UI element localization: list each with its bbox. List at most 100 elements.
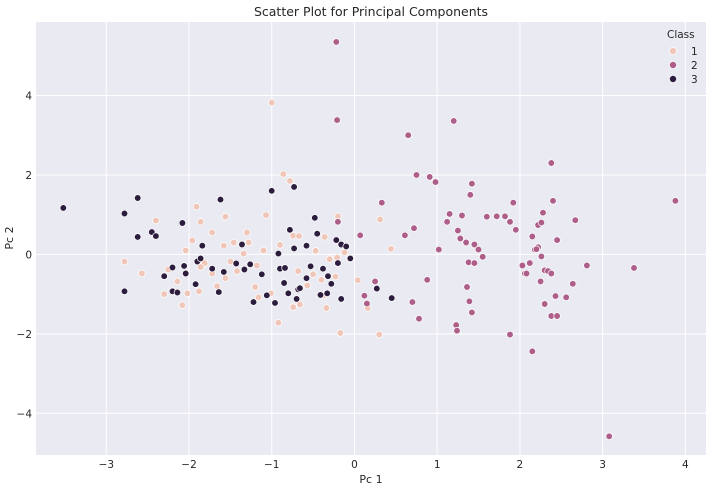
data-point-class-3 — [152, 232, 160, 240]
legend: Class 1 2 3 — [667, 29, 698, 86]
data-point-class-1 — [254, 293, 263, 301]
data-point-class-3 — [134, 194, 142, 202]
data-point-class-2 — [506, 330, 514, 339]
data-point-class-2 — [333, 116, 341, 124]
data-point-class-1 — [239, 249, 248, 258]
data-point-class-2 — [528, 232, 536, 241]
data-point-class-1 — [233, 267, 241, 275]
data-point-class-3 — [292, 295, 301, 303]
data-point-class-2 — [470, 259, 479, 267]
data-point-class-2 — [518, 261, 527, 270]
y-axis-label: Pc 2 — [3, 226, 16, 249]
data-point-class-1 — [195, 287, 203, 295]
data-point-class-3 — [182, 269, 190, 278]
data-point-class-3 — [388, 294, 396, 302]
data-point-class-2 — [671, 197, 680, 205]
data-point-class-3 — [324, 272, 332, 280]
data-point-class-2 — [553, 312, 561, 320]
legend-marker — [669, 61, 677, 69]
data-point-class-1 — [253, 261, 261, 270]
data-point-class-1 — [354, 276, 362, 284]
plot-area — [36, 22, 706, 455]
data-point-class-2 — [360, 292, 369, 300]
data-point-class-2 — [493, 212, 501, 220]
data-point-class-2 — [334, 218, 342, 226]
chart-title: Scatter Plot for Principal Components — [254, 4, 488, 19]
legend-label: 3 — [691, 74, 698, 86]
data-point-class-2 — [571, 216, 579, 224]
data-point-class-3 — [302, 242, 311, 250]
data-point-class-2 — [454, 226, 462, 235]
data-point-class-3 — [327, 280, 335, 288]
data-point-class-1 — [183, 289, 192, 297]
x-tick-labels: −3 −2 −1 0 1 2 3 4 — [99, 459, 689, 471]
data-point-class-3 — [232, 259, 240, 268]
data-point-class-1 — [221, 213, 230, 221]
data-point-class-2 — [536, 277, 545, 286]
data-point-class-1 — [317, 276, 326, 284]
data-point-class-3 — [120, 287, 129, 295]
data-point-class-2 — [401, 231, 409, 239]
data-point-class-3 — [220, 268, 228, 276]
data-point-class-3 — [258, 270, 266, 278]
data-point-class-3 — [249, 298, 258, 306]
data-point-class-2 — [404, 131, 412, 139]
x-tick-label: 1 — [434, 459, 441, 471]
data-point-class-2 — [332, 38, 340, 46]
data-point-class-3 — [178, 219, 187, 227]
data-point-class-3 — [196, 254, 205, 263]
data-point-class-3 — [319, 265, 327, 273]
data-point-class-1 — [276, 241, 284, 249]
data-point-class-1 — [286, 177, 294, 185]
data-point-class-1 — [295, 232, 303, 240]
data-point-class-1 — [196, 263, 205, 271]
data-point-class-2 — [466, 191, 474, 199]
data-point-class-1 — [296, 300, 304, 309]
data-point-class-1 — [192, 203, 201, 211]
data-point-class-2 — [463, 283, 471, 291]
y-tick-labels: −4 −2 0 2 4 — [17, 90, 33, 420]
data-point-class-1 — [196, 218, 205, 226]
data-point-class-1 — [208, 228, 216, 237]
data-point-class-2 — [526, 259, 534, 267]
data-point-class-2 — [483, 213, 491, 221]
legend-marker — [669, 75, 677, 83]
data-point-class-2 — [465, 297, 474, 305]
data-point-class-2 — [506, 218, 514, 226]
data-point-class-2 — [462, 238, 470, 247]
data-point-class-2 — [423, 276, 431, 284]
data-point-class-1 — [322, 304, 330, 312]
data-point-class-3 — [311, 214, 319, 222]
data-point-class-1 — [120, 257, 129, 266]
data-point-class-1 — [243, 228, 251, 237]
data-point-class-3 — [323, 289, 331, 297]
data-point-class-1 — [244, 238, 253, 247]
data-point-class-3 — [240, 265, 249, 274]
data-point-class-3 — [274, 249, 283, 258]
x-tick-label: 4 — [682, 459, 689, 471]
data-point-class-2 — [528, 347, 536, 355]
data-point-class-2 — [532, 245, 541, 253]
data-point-class-2 — [512, 226, 520, 234]
data-point-class-2 — [569, 280, 577, 288]
data-point-class-3 — [246, 260, 254, 268]
data-point-class-3 — [286, 226, 294, 234]
data-point-class-2 — [412, 171, 421, 179]
data-point-class-1 — [160, 290, 168, 298]
data-point-class-2 — [470, 240, 479, 249]
data-point-class-2 — [356, 231, 364, 239]
data-point-class-3 — [173, 288, 182, 297]
data-point-class-2 — [549, 197, 557, 205]
data-point-class-3 — [280, 279, 288, 287]
data-point-class-3 — [120, 209, 129, 218]
data-point-class-3 — [284, 289, 292, 297]
data-point-class-1 — [268, 98, 276, 107]
data-point-class-3 — [180, 262, 188, 270]
data-points — [59, 38, 680, 440]
x-tick-label: −1 — [264, 459, 279, 471]
y-tick-label: −2 — [17, 329, 32, 341]
x-tick-label: 3 — [599, 459, 606, 471]
data-point-class-1 — [376, 215, 384, 224]
data-point-class-1 — [188, 236, 196, 245]
data-point-class-2 — [539, 209, 547, 217]
